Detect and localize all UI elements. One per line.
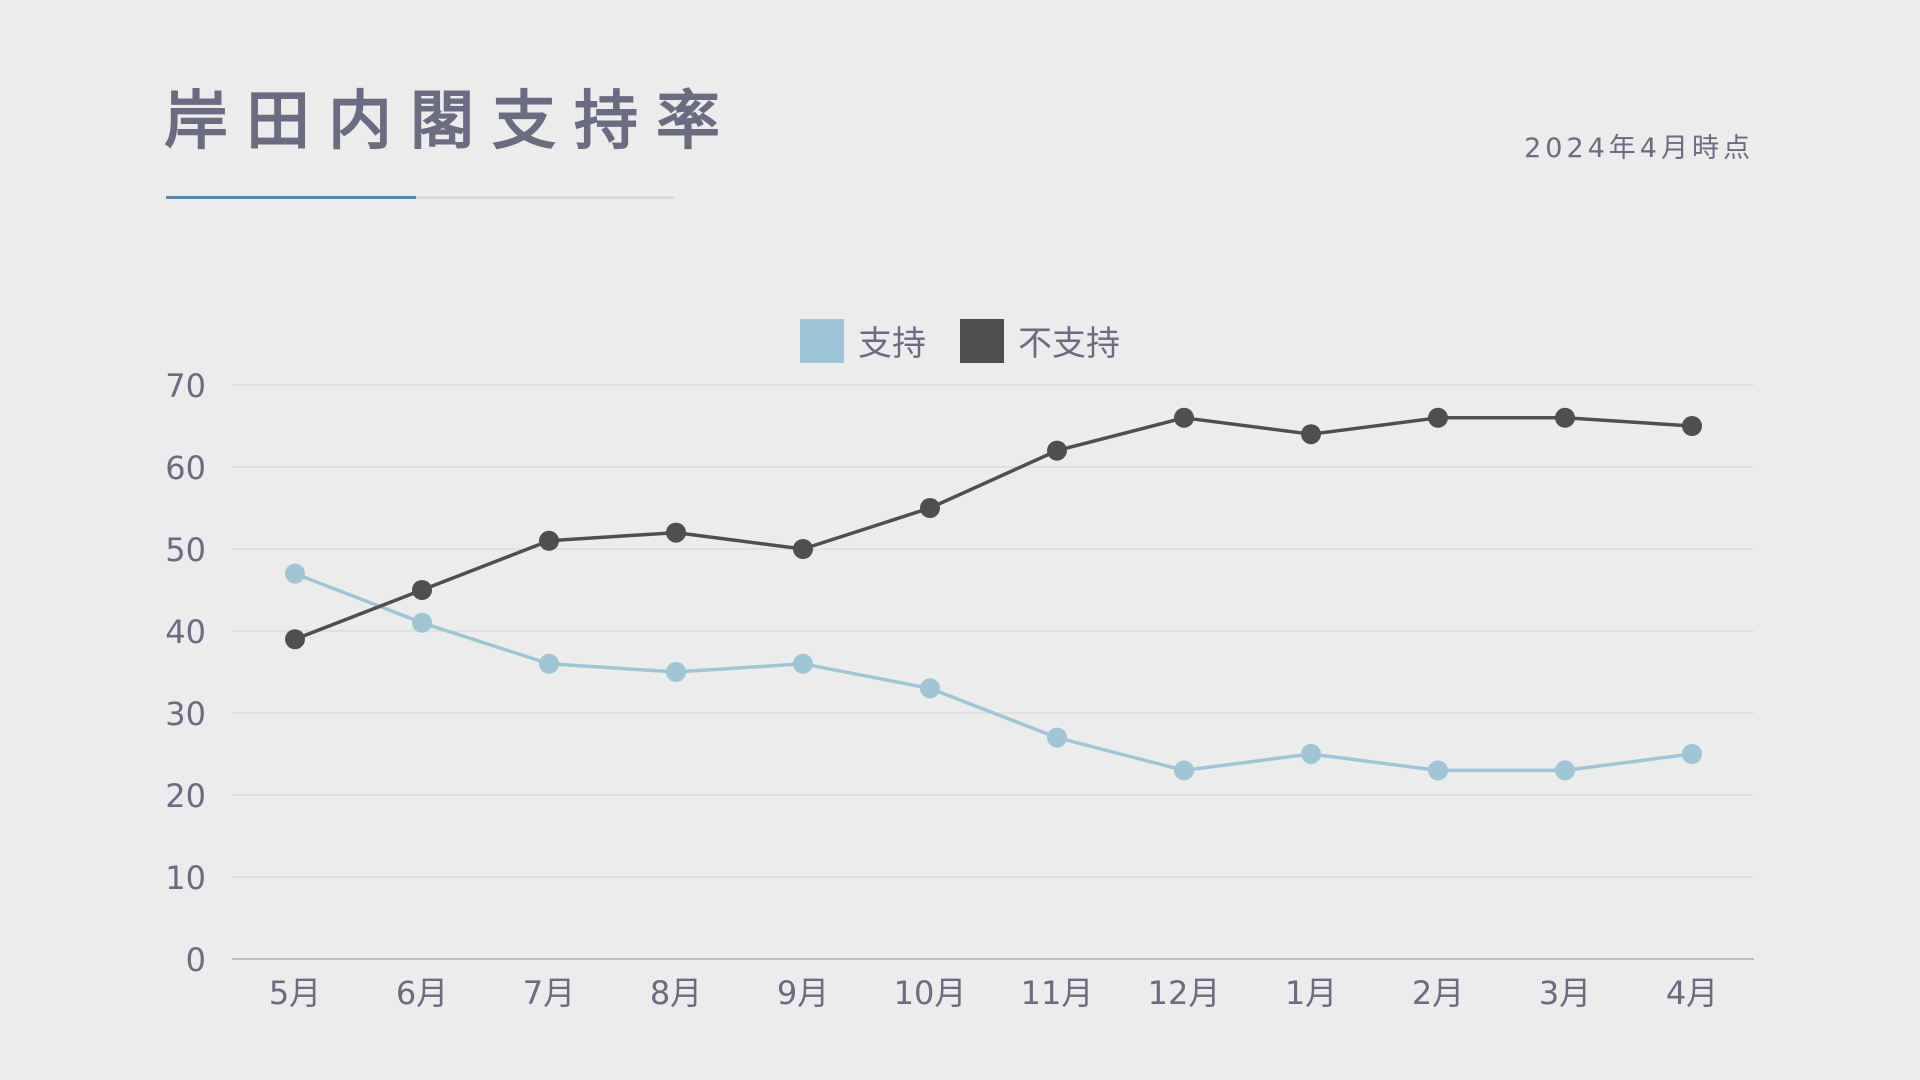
data-point-support bbox=[412, 612, 432, 633]
legend-swatch-nonsupport bbox=[960, 318, 1004, 363]
series-line-support bbox=[294, 571, 1693, 773]
data-point-nonsupport bbox=[1555, 407, 1575, 428]
legend-label-support: 支持 bbox=[858, 324, 926, 364]
y-tick-label: 20 bbox=[165, 777, 206, 815]
y-tick-label: 40 bbox=[165, 613, 206, 651]
data-point-nonsupport bbox=[1682, 416, 1702, 436]
data-point-nonsupport bbox=[1047, 440, 1067, 461]
data-point-nonsupport bbox=[666, 522, 686, 543]
data-point-nonsupport bbox=[539, 530, 559, 551]
data-point-support bbox=[1428, 760, 1448, 781]
data-point-support bbox=[539, 653, 559, 674]
x-tick-label: 3月 bbox=[1539, 974, 1591, 1012]
data-point-support bbox=[1682, 744, 1702, 764]
data-point-support bbox=[666, 662, 686, 682]
data-point-nonsupport bbox=[285, 629, 305, 650]
legend-item-support: 支持 bbox=[800, 316, 926, 365]
series-line-nonsupport bbox=[294, 416, 1693, 641]
y-tick-label: 0 bbox=[186, 941, 206, 979]
x-tick-label: 1月 bbox=[1285, 974, 1337, 1012]
title-underline bbox=[166, 196, 674, 199]
page-title: 岸田内閣支持率 bbox=[164, 85, 738, 159]
x-tick-label: 4月 bbox=[1666, 974, 1718, 1012]
y-tick-label: 60 bbox=[165, 449, 206, 487]
x-tick-label: 6月 bbox=[396, 974, 448, 1012]
legend-label-nonsupport: 不支持 bbox=[1018, 324, 1120, 364]
data-point-support bbox=[285, 563, 305, 584]
y-tick-label: 30 bbox=[165, 695, 206, 733]
chart-legend: 支持 不支持 bbox=[0, 316, 1920, 365]
y-tick-label: 70 bbox=[165, 367, 206, 405]
x-tick-label: 5月 bbox=[269, 974, 321, 1012]
x-tick-label: 11月 bbox=[1021, 974, 1094, 1012]
data-point-nonsupport bbox=[793, 539, 813, 559]
legend-item-nonsupport: 不支持 bbox=[960, 316, 1120, 365]
x-tick-label: 9月 bbox=[777, 974, 829, 1012]
data-point-support bbox=[793, 653, 813, 674]
data-point-support bbox=[1174, 760, 1194, 781]
data-point-support bbox=[920, 678, 940, 699]
x-tick-label: 12月 bbox=[1148, 974, 1221, 1012]
data-point-nonsupport bbox=[920, 498, 940, 518]
date-note: 2024年4月時点 bbox=[1524, 133, 1754, 164]
x-tick-label: 2月 bbox=[1412, 974, 1464, 1012]
data-point-nonsupport bbox=[412, 580, 432, 600]
data-point-nonsupport bbox=[1174, 407, 1194, 428]
data-point-support bbox=[1555, 760, 1575, 781]
data-point-support bbox=[1301, 744, 1321, 764]
y-tick-label: 50 bbox=[165, 531, 206, 569]
x-tick-label: 8月 bbox=[650, 974, 702, 1012]
legend-swatch-support bbox=[800, 318, 844, 363]
data-point-support bbox=[1047, 727, 1067, 748]
x-tick-label: 7月 bbox=[523, 974, 575, 1012]
data-point-nonsupport bbox=[1301, 424, 1321, 445]
data-point-nonsupport bbox=[1428, 407, 1448, 428]
title-underline-accent bbox=[166, 196, 416, 199]
x-tick-label: 10月 bbox=[894, 974, 967, 1012]
y-tick-label: 10 bbox=[165, 859, 206, 897]
